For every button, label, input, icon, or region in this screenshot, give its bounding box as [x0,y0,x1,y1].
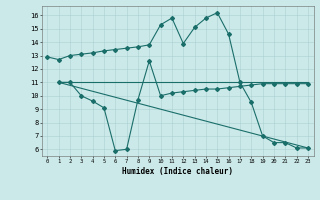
X-axis label: Humidex (Indice chaleur): Humidex (Indice chaleur) [122,167,233,176]
